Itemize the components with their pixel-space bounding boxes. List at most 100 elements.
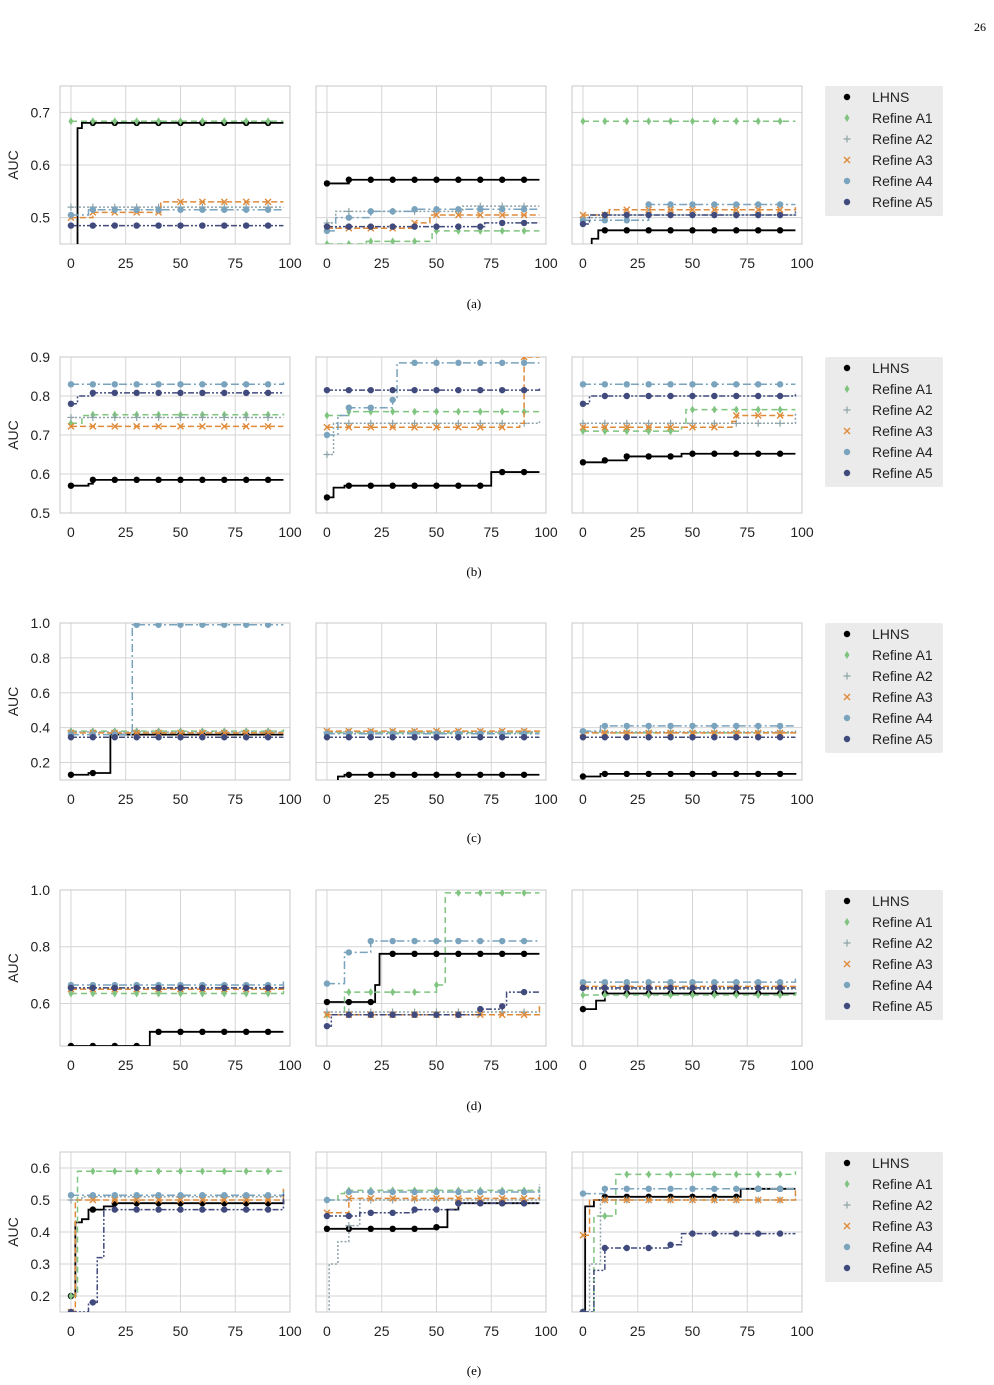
series-marker xyxy=(732,1196,740,1204)
series-marker xyxy=(67,211,75,219)
x-tick-label: 25 xyxy=(118,1323,134,1339)
series-marker xyxy=(155,413,163,421)
series-marker xyxy=(433,1188,440,1196)
series-marker xyxy=(624,990,630,999)
series-marker xyxy=(433,1206,440,1213)
series-marker xyxy=(323,223,331,230)
x-tick-label: 0 xyxy=(67,1323,75,1339)
legend-marker xyxy=(843,897,851,905)
series-line-refine-a3 xyxy=(582,1190,797,1236)
series-marker xyxy=(389,223,396,230)
y-tick-label: 0.9 xyxy=(31,349,51,365)
series-marker xyxy=(776,978,784,986)
series-marker xyxy=(688,419,696,427)
series-marker xyxy=(754,412,762,419)
series-marker xyxy=(520,988,528,996)
x-tick-label: 50 xyxy=(173,1057,189,1073)
series-marker xyxy=(711,227,718,234)
series-marker xyxy=(477,1200,484,1207)
series-marker xyxy=(477,1005,484,1013)
series-marker xyxy=(520,1188,528,1196)
series-marker xyxy=(601,457,609,464)
series-marker xyxy=(732,206,740,214)
y-tick-label: 0.5 xyxy=(31,505,51,521)
series-marker xyxy=(668,117,674,126)
series-marker xyxy=(433,359,440,367)
series-marker xyxy=(689,1185,696,1193)
series-marker xyxy=(455,176,462,183)
series-marker xyxy=(601,211,609,219)
x-tick-label: 0 xyxy=(579,524,587,540)
series-marker xyxy=(243,1167,249,1176)
legend-label: Refine A3 xyxy=(872,689,933,705)
series-line-refine-a2 xyxy=(582,986,797,991)
y-axis-label: AUC xyxy=(5,150,21,180)
legend-label: Refine A2 xyxy=(872,402,933,418)
series-marker xyxy=(733,1170,739,1179)
series-marker xyxy=(199,476,206,484)
series-marker xyxy=(645,201,652,208)
series-marker xyxy=(221,989,227,998)
series-marker xyxy=(498,1011,506,1019)
series-marker xyxy=(221,222,228,229)
x-tick-label: 50 xyxy=(685,791,701,807)
series-line-refine-a3 xyxy=(582,414,796,428)
series-marker xyxy=(733,211,740,219)
series-marker xyxy=(711,734,718,741)
series-marker xyxy=(133,206,140,213)
subplot-1-3: 0 25 50 75 100 xyxy=(571,85,814,271)
series-line-refine-a2 xyxy=(582,411,797,425)
series-marker xyxy=(623,734,630,741)
legend-marker xyxy=(844,114,850,122)
series-marker xyxy=(389,1011,396,1018)
series-marker xyxy=(710,423,718,431)
series-line-refine-a1 xyxy=(582,992,797,996)
series-marker xyxy=(67,984,75,992)
series-line-refine-a3 xyxy=(326,1006,541,1016)
series-group xyxy=(323,176,540,244)
series-marker xyxy=(776,412,784,419)
legend-marker xyxy=(843,693,851,701)
series-marker xyxy=(199,734,206,741)
series-marker xyxy=(264,206,272,213)
x-tick-label: 25 xyxy=(630,524,646,540)
series-marker xyxy=(177,206,184,213)
series-marker xyxy=(433,981,439,990)
series-marker xyxy=(433,482,440,489)
series-marker xyxy=(221,1167,227,1176)
series-marker xyxy=(754,984,762,992)
series-marker xyxy=(242,1192,250,1199)
series-marker xyxy=(389,734,396,741)
x-tick-label: 0 xyxy=(323,1323,331,1339)
x-tick-label: 100 xyxy=(790,1057,814,1073)
series-marker xyxy=(155,623,162,628)
series-marker xyxy=(645,211,652,219)
series-marker xyxy=(776,1185,784,1193)
series-marker xyxy=(580,990,586,999)
subplot-1-1: 0 25 50 75 100 0.5 0.6 0.7 AUC xyxy=(5,85,302,271)
series-marker xyxy=(67,203,75,211)
series-marker xyxy=(155,734,162,741)
series-marker xyxy=(776,392,784,400)
series-marker xyxy=(199,117,205,126)
series-marker xyxy=(89,734,97,741)
series-marker xyxy=(389,1194,397,1202)
series-marker xyxy=(412,988,418,997)
series-marker xyxy=(520,950,528,958)
x-tick-label: 25 xyxy=(374,255,390,271)
series-marker xyxy=(389,208,396,215)
series-marker xyxy=(645,722,652,730)
series-marker xyxy=(155,422,163,430)
series-marker xyxy=(688,423,696,431)
x-tick-label: 0 xyxy=(579,791,587,807)
x-tick-label: 75 xyxy=(227,1323,243,1339)
series-marker xyxy=(199,989,205,998)
series-marker xyxy=(389,1209,396,1217)
x-tick-label: 100 xyxy=(790,791,814,807)
series-marker xyxy=(198,1196,206,1204)
series-marker xyxy=(242,381,250,388)
series-marker xyxy=(477,771,484,778)
subplot-2-3: 0 25 50 75 100 xyxy=(571,356,814,540)
series-marker xyxy=(601,419,609,427)
series-marker xyxy=(176,1196,184,1204)
